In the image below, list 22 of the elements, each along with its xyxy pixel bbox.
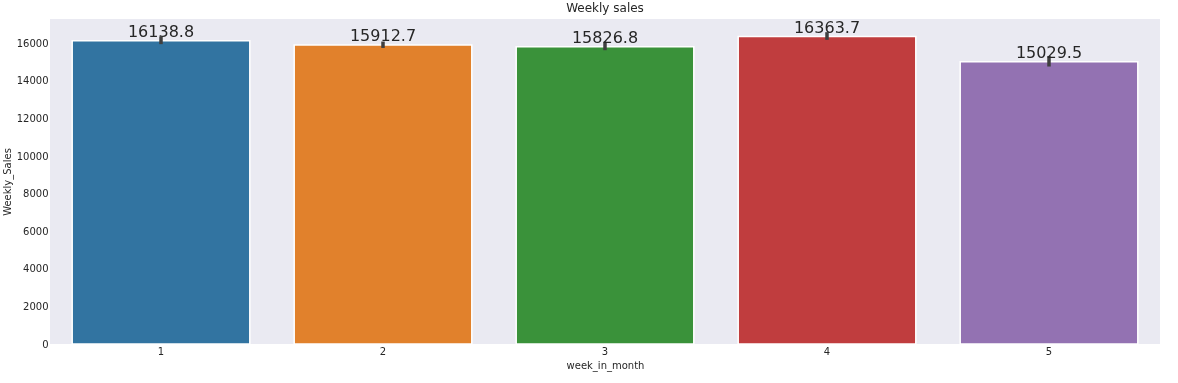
y-tick-label: 12000 bbox=[16, 113, 49, 125]
y-tick-label: 2000 bbox=[23, 300, 49, 312]
x-tick-label: 2 bbox=[379, 345, 387, 357]
y-tick-label: 10000 bbox=[16, 150, 49, 162]
x-tick-label: 3 bbox=[601, 345, 609, 357]
x-axis-title: week_in_month bbox=[566, 359, 645, 372]
data-label: 15826.8 bbox=[571, 27, 639, 47]
data-label: 16138.8 bbox=[127, 21, 195, 41]
y-tick-label: 4000 bbox=[23, 263, 49, 275]
y-tick-label: 16000 bbox=[16, 37, 49, 49]
chart-title: Weekly sales bbox=[566, 1, 644, 15]
y-tick-label: 8000 bbox=[23, 188, 49, 200]
data-label: 15912.7 bbox=[349, 26, 417, 46]
data-label: 15029.5 bbox=[1015, 42, 1083, 62]
y-tick-label: 14000 bbox=[16, 75, 49, 87]
y-axis-title: Weekly_Sales bbox=[1, 148, 14, 216]
x-tick-label: 5 bbox=[1045, 345, 1053, 357]
y-tick-label: 6000 bbox=[23, 225, 49, 237]
y-tick-label: 0 bbox=[42, 338, 49, 350]
x-tick-label: 4 bbox=[823, 345, 831, 357]
x-tick-label: 1 bbox=[157, 345, 165, 357]
data-label: 16363.7 bbox=[793, 17, 861, 37]
